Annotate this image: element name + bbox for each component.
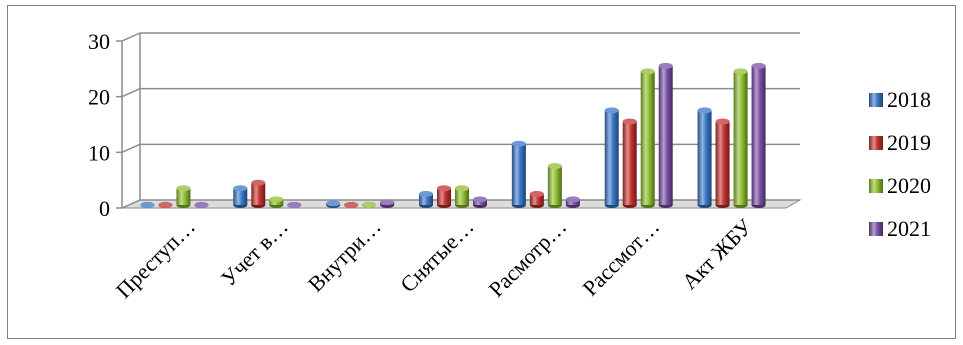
bar-top	[233, 185, 248, 192]
bar	[640, 71, 655, 206]
bar-top	[547, 163, 562, 170]
y-tick-label: 10	[88, 140, 110, 165]
x-tick-label: Расмотр…	[484, 214, 572, 302]
bar	[529, 193, 544, 205]
bar	[437, 188, 451, 205]
bar-top	[473, 196, 487, 203]
bar	[658, 65, 673, 205]
bar-top	[344, 202, 359, 208]
x-tick-label: Учет в…	[216, 214, 293, 291]
bar	[419, 193, 433, 205]
bar	[733, 71, 748, 206]
bar	[511, 143, 526, 205]
y-tick-label: 30	[88, 29, 110, 54]
x-tick-label: Акт ЖБУ	[677, 214, 758, 295]
bar-top	[604, 107, 619, 114]
legend-swatch	[869, 222, 883, 236]
legend-swatch	[869, 179, 883, 193]
bar-top	[622, 118, 637, 125]
bar-top	[715, 118, 730, 125]
bar-top	[511, 140, 526, 147]
legend-label: 2021	[887, 216, 931, 241]
legend-swatch	[869, 93, 883, 107]
bar-top	[697, 107, 712, 114]
bar-top	[529, 190, 544, 197]
bar-top	[733, 68, 748, 75]
bar-top	[455, 185, 469, 192]
bar-top	[269, 196, 284, 203]
x-tick-label: Снятые…	[395, 214, 478, 297]
bar-top	[287, 202, 302, 208]
bar-top	[140, 202, 155, 208]
legend-swatch	[869, 136, 883, 150]
bar-top	[565, 196, 580, 203]
gridline-diagonal	[121, 143, 141, 154]
legend-label: 2019	[887, 130, 931, 155]
gridline-diagonal	[121, 199, 141, 209]
y-tick-label: 20	[88, 85, 110, 110]
x-tick-label: Внутри…	[303, 214, 386, 297]
bar	[251, 182, 266, 205]
bar	[604, 110, 619, 205]
x-tick-label: Преступ…	[111, 214, 200, 303]
bar-top	[158, 202, 173, 208]
gridline-diagonal	[121, 87, 141, 98]
bar	[715, 121, 730, 205]
bar	[751, 65, 766, 205]
bar-top	[640, 68, 655, 75]
bar-top	[658, 62, 673, 69]
bar-top	[437, 185, 451, 192]
bar-top	[419, 190, 433, 197]
bar	[233, 188, 248, 205]
bar	[455, 188, 469, 205]
legend-label: 2018	[887, 87, 931, 112]
bar-top	[326, 200, 341, 207]
bar	[176, 188, 191, 205]
bar	[547, 166, 562, 205]
bar-top	[362, 202, 377, 208]
bar	[697, 110, 712, 205]
x-tick-label: Рассмот…	[577, 214, 664, 301]
bar	[622, 121, 637, 205]
bar-top	[751, 62, 766, 69]
bar-top	[176, 185, 191, 192]
chart-frame	[7, 5, 956, 339]
y-tick-label: 0	[99, 196, 110, 221]
bar-top	[380, 199, 395, 206]
bar-top	[194, 202, 209, 208]
gridline-diagonal	[121, 32, 141, 42]
legend-label: 2020	[887, 173, 931, 198]
bar-top	[251, 179, 266, 186]
